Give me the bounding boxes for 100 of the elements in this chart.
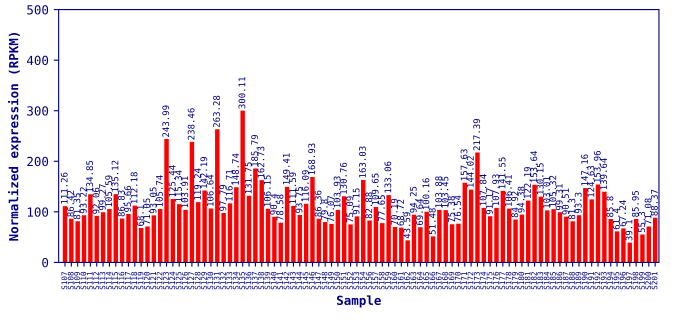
y-tick-label: 400 [26, 56, 48, 66]
bar [62, 206, 68, 262]
y-tick-label: 500 [27, 5, 48, 15]
data-label: 217.39 [473, 118, 480, 150]
data-label: 99.27 [98, 184, 106, 210]
bar [94, 216, 99, 262]
data-label: 90.51 [562, 188, 569, 215]
data-label: 263.28 [213, 96, 220, 128]
bar [322, 222, 328, 262]
data-label: 168.93 [308, 144, 316, 174]
bar [164, 139, 169, 262]
data-label: 67.24 [619, 200, 626, 226]
data-label: 70.19 [390, 198, 398, 225]
data-label: 105.32 [549, 176, 556, 207]
bar [221, 212, 226, 262]
bar [583, 188, 588, 262]
bar [316, 218, 322, 262]
data-label: 75.09 [346, 196, 354, 222]
data-label: 71.08 [644, 198, 652, 224]
data-label: 93.22 [80, 187, 87, 214]
data-label: 93.3 [574, 192, 582, 214]
data-label: 153.96 [594, 151, 601, 182]
data-label: 130.76 [340, 162, 347, 194]
data-label: 103.93 [334, 176, 341, 208]
data-label: 55.3 [638, 212, 646, 232]
bar [336, 210, 340, 262]
y-tick-label: 300 [27, 106, 48, 116]
data-label: 90.4 [270, 194, 278, 215]
data-label: 107.93 [492, 174, 500, 206]
data-label: 111.59 [289, 172, 296, 204]
data-label: 106.41 [505, 175, 512, 206]
data-label: 99.31 [556, 184, 563, 210]
bar [488, 216, 492, 262]
bar [158, 208, 162, 262]
data-label: 93.05 [150, 187, 156, 214]
y-tick-label: 100 [28, 207, 48, 217]
bar [342, 196, 346, 262]
data-label: 185.79 [251, 134, 258, 166]
data-label: 115.34 [175, 170, 182, 202]
data-label: 92.06 [92, 188, 100, 214]
data-label: 76.07 [327, 196, 334, 222]
data-label: 300.11 [238, 77, 246, 109]
bar [405, 240, 410, 262]
data-label: 88.37 [650, 190, 658, 216]
data-label: 153.64 [530, 151, 538, 182]
data-label: 69.64 [416, 198, 423, 226]
data-label: 94.38 [518, 186, 525, 213]
data-label: 116.09 [302, 170, 309, 202]
data-label: 142.19 [200, 156, 208, 188]
data-label: 76.54 [454, 195, 462, 222]
bar [506, 208, 512, 262]
data-label: 147.16 [581, 154, 588, 186]
bar [176, 204, 182, 262]
bar [570, 221, 575, 262]
data-label: 91.15 [352, 188, 360, 214]
data-label: 103.91 [181, 176, 188, 208]
bar [589, 199, 594, 262]
y-axis-title: Normalized expression (RPKM) [8, 32, 21, 241]
data-label: 112.18 [130, 172, 138, 204]
bar [444, 210, 448, 262]
data-label: 103.01 [543, 176, 550, 208]
bar [399, 228, 404, 262]
bar [152, 215, 156, 262]
data-label: 77.65 [378, 195, 385, 222]
bar [215, 129, 220, 262]
data-label: 163.03 [359, 146, 366, 178]
bar [75, 221, 80, 262]
bar [114, 194, 118, 262]
data-label: 86.36 [314, 190, 322, 217]
data-label: 100.16 [422, 178, 430, 210]
bar [608, 219, 613, 262]
bar [418, 227, 423, 262]
data-label: 141.55 [498, 157, 506, 188]
bar [259, 180, 264, 262]
data-label: 84.92 [511, 192, 518, 218]
data-label: 68.1 [136, 205, 144, 226]
data-label: 103.45 [442, 176, 448, 208]
data-label: 93.75 [296, 187, 302, 213]
bar [196, 202, 200, 262]
data-label: 95.66 [124, 186, 132, 212]
data-label: 86.83 [118, 190, 125, 216]
data-label: 91.17 [486, 188, 493, 214]
bar [545, 210, 550, 262]
data-label: 85.8 [606, 196, 614, 217]
data-label: 130.15 [536, 163, 544, 194]
data-label: 43.59 [403, 212, 410, 238]
data-label: 149.41 [282, 153, 290, 184]
data-label: 243.99 [162, 106, 170, 137]
data-label: 105.74 [156, 175, 163, 206]
data-label: 78.58 [276, 194, 284, 221]
bar [628, 242, 632, 262]
bar [412, 214, 416, 262]
bar [361, 180, 366, 262]
bar [526, 200, 530, 262]
bar [298, 215, 302, 262]
data-label: 109.65 [372, 174, 379, 204]
data-label: 97.79 [219, 184, 226, 211]
data-label: 81.3 [568, 198, 576, 220]
bar [564, 216, 569, 262]
bar [576, 215, 582, 262]
